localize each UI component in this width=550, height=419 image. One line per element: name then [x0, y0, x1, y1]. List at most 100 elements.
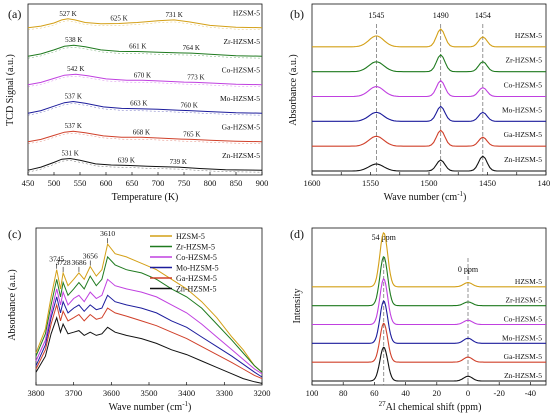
panel-d-series-line — [312, 346, 546, 382]
panel-c-legend-label: HZSM-5 — [176, 232, 205, 241]
panel-d-series-label: Ga-HZSM-5 — [504, 352, 543, 361]
panel-c-series-line — [35, 302, 263, 380]
panel-d-series-line — [312, 300, 546, 344]
panel-b-xlabel-sup: -1 — [457, 190, 463, 198]
panel-a-peak-label: 731 K — [165, 11, 182, 19]
panel-b-series-label: Zr-HZSM-5 — [505, 56, 542, 65]
panel-a-peak-label: 537 K — [65, 92, 82, 100]
panel-a-xtick-label: 450 — [22, 178, 35, 188]
panel-b-xtick-label: 1600 — [304, 178, 321, 188]
panel-b-label: (b) — [290, 7, 304, 21]
panel-a-series-label: Ga-HZSM-5 — [222, 123, 261, 132]
panel-c-peak-label: 3656 — [83, 251, 98, 260]
panel-d-series-line — [312, 322, 546, 363]
panel-c-peak-label: 3686 — [71, 258, 86, 267]
panel-a-fit-line — [27, 132, 263, 144]
panel-a-peak-label: 542 K — [67, 65, 84, 73]
panel-c-xlabel-main: Wave number (cm — [109, 402, 183, 413]
panel-a-peak-label: 663 K — [130, 100, 147, 108]
panel-d-xlabel-main: Al chemical shift (ppm) — [386, 402, 482, 413]
panel-b: (b) Wave number (cm-1) Absorbance (a.u.)… — [288, 3, 550, 203]
panel-c-xlabel: Wave number (cm-1) — [109, 400, 192, 413]
panel-c-frame — [35, 227, 263, 386]
panel-d-series-label: Co-HZSM-5 — [504, 315, 543, 324]
panel-a-peak-label: 661 K — [129, 43, 146, 51]
panel-b-xtick-label: 1400 — [538, 178, 550, 188]
panel-a-xtick-label: 550 — [74, 178, 87, 188]
panel-a-xtick-label: 800 — [204, 178, 217, 188]
panel-a-peak-label: 639 K — [118, 156, 135, 164]
panel-d-series-label: Zn-HZSM-5 — [504, 371, 542, 380]
panel-d-xlabel-sup: 27 — [379, 400, 387, 408]
panel-d-xtick-label: -40 — [525, 388, 536, 398]
panel-a-series-line — [27, 44, 263, 57]
panel-a-peak-label: 773 K — [187, 73, 204, 81]
panel-b-series-label: Zn-HZSM-5 — [504, 155, 542, 164]
panel-b-series-label: Co-HZSM-5 — [504, 81, 543, 90]
panel-d-xtick-label: 40 — [401, 388, 410, 398]
panel-c-legend-label: Mo-HZSM-5 — [176, 264, 219, 273]
panel-a-xtick-label: 600 — [100, 178, 113, 188]
panel-a-series-line — [27, 130, 263, 143]
panel-c-legend-label: Zr-HZSM-5 — [176, 243, 215, 252]
panel-a-series-line — [27, 73, 263, 86]
panel-c-xlabel-sup: -1 — [182, 400, 188, 408]
panel-c-series-line — [35, 315, 263, 384]
panel-a-series-line — [27, 18, 263, 29]
panel-d-series-label: Zr-HZSM-5 — [505, 296, 542, 305]
panel-b-series-line — [312, 105, 546, 122]
panel-c-series-line — [35, 278, 263, 375]
panel-a-peak-label: 760 K — [181, 102, 198, 110]
panel-c-peak-label: 3610 — [100, 229, 115, 238]
panel-c-legend-label: Ga-HZSM-5 — [176, 274, 217, 283]
panel-c-label: (c) — [8, 227, 21, 241]
panel-d-xtick-label: 100 — [306, 388, 319, 398]
panel-d-xtick-label: 20 — [433, 388, 442, 398]
panel-a-series-label: Zn-HZSM-5 — [222, 151, 260, 160]
panel-a-series-label: Zr-HZSM-5 — [223, 37, 260, 46]
panel-b-series-label: Ga-HZSM-5 — [504, 130, 543, 139]
panel-c-xtick-label: 3700 — [65, 388, 82, 398]
panel-d-label: (d) — [290, 227, 304, 241]
panel-d-xtick-label: 60 — [370, 388, 379, 398]
panel-c-xtick-label: 3300 — [216, 388, 233, 398]
panel-a-xtick-label: 750 — [178, 178, 191, 188]
panel-b-xlabel-main: Wave number (cm — [384, 192, 458, 203]
panel-d-xtick-label: -20 — [494, 388, 505, 398]
panel-c-xtick-label: 3800 — [28, 388, 45, 398]
panel-a-fit-line — [27, 75, 263, 87]
panel-b-series-label: HZSM-5 — [515, 31, 542, 40]
panel-d-series-line — [312, 232, 546, 288]
panel-c-peak-label: 3728 — [56, 258, 71, 267]
panel-c-xtick-label: 3400 — [178, 388, 195, 398]
panel-a-peak-label: 538 K — [65, 36, 82, 44]
panel-b-peak-label: 1454 — [475, 11, 491, 20]
panel-d-series-line — [312, 278, 546, 326]
panel-d-ylabel: Intensity — [292, 289, 303, 324]
panel-a-peak-label: 527 K — [59, 10, 76, 18]
panel-d-series-label: HZSM-5 — [515, 277, 542, 286]
panel-b-series-line — [312, 129, 546, 147]
panel-a-series-label: Mo-HZSM-5 — [220, 94, 260, 103]
panel-a-xlabel: Temperature (K) — [112, 192, 179, 203]
panel-c-peak-label: 3745 — [49, 255, 64, 264]
panel-c-legend-label: Co-HZSM-5 — [176, 253, 217, 262]
panel-b-series-line — [312, 28, 546, 48]
panel-b-ylabel: Absorbance (a.u.) — [288, 54, 299, 125]
panel-b-xtick-label: 1450 — [479, 178, 496, 188]
panel-b-xlabel-end: ) — [463, 192, 466, 203]
panel-b-series-line — [312, 155, 546, 172]
panel-a-fit-line — [27, 103, 263, 116]
panel-c-xlabel-end: ) — [188, 402, 191, 413]
panel-c-xtick-label: 3600 — [103, 388, 120, 398]
panel-a-series-line — [27, 157, 263, 171]
panel-a-xtick-label: 850 — [230, 178, 243, 188]
panel-d-xtick-label: 80 — [339, 388, 348, 398]
panel-c-xtick-label: 3200 — [254, 388, 271, 398]
panel-a-xtick-label: 900 — [256, 178, 269, 188]
panel-a-fit-line — [27, 46, 263, 59]
panel-a-peak-label: 739 K — [170, 158, 187, 166]
panel-a-fit-line — [27, 20, 263, 30]
panel-b-xtick-label: 1550 — [362, 178, 379, 188]
panel-b-series-line — [312, 53, 546, 73]
